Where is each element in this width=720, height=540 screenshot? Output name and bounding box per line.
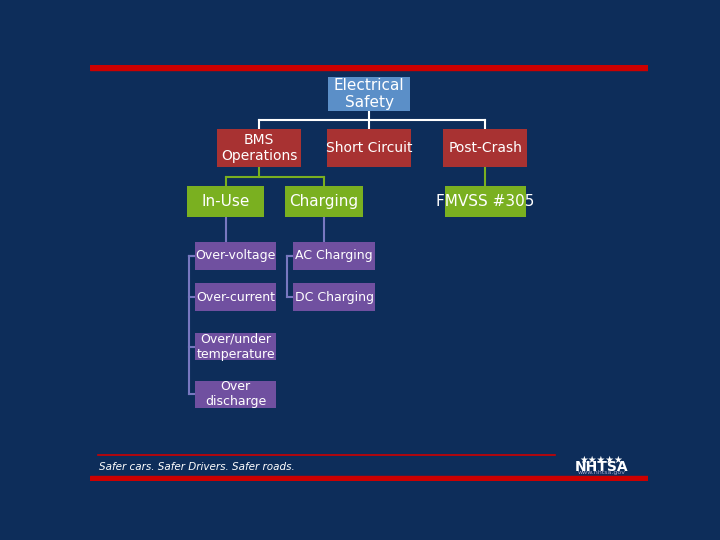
FancyBboxPatch shape	[195, 242, 276, 269]
FancyBboxPatch shape	[217, 129, 301, 167]
Text: Over-voltage: Over-voltage	[196, 249, 276, 262]
Text: FMVSS #305: FMVSS #305	[436, 194, 534, 210]
Text: DC Charging: DC Charging	[294, 291, 374, 304]
Text: www.nhtsa.gov: www.nhtsa.gov	[577, 470, 626, 475]
FancyBboxPatch shape	[195, 284, 276, 311]
FancyBboxPatch shape	[444, 186, 526, 217]
FancyBboxPatch shape	[294, 242, 375, 269]
FancyBboxPatch shape	[328, 77, 410, 111]
Bar	[90, 65, 648, 70]
Text: Over
discharge: Over discharge	[205, 380, 266, 408]
Text: BMS
Operations: BMS Operations	[221, 133, 297, 163]
Text: NHTSA: NHTSA	[575, 460, 629, 474]
Text: In-Use: In-Use	[202, 194, 250, 210]
FancyBboxPatch shape	[195, 381, 276, 408]
Text: AC Charging: AC Charging	[295, 249, 373, 262]
Text: Over/under
temperature: Over/under temperature	[197, 333, 275, 361]
Text: Over-current: Over-current	[196, 291, 275, 304]
FancyBboxPatch shape	[327, 129, 411, 167]
Text: ★★★★★: ★★★★★	[580, 455, 624, 465]
Bar	[90, 476, 648, 481]
Text: Post-Crash: Post-Crash	[449, 141, 522, 155]
FancyBboxPatch shape	[187, 186, 264, 217]
Text: Safer cars. Safer Drivers. Safer roads.: Safer cars. Safer Drivers. Safer roads.	[99, 462, 295, 472]
FancyBboxPatch shape	[195, 333, 276, 361]
FancyBboxPatch shape	[444, 129, 527, 167]
FancyBboxPatch shape	[285, 186, 363, 217]
Text: Short Circuit: Short Circuit	[325, 141, 413, 155]
Text: Charging: Charging	[289, 194, 359, 210]
Bar	[90, 454, 648, 481]
Text: Electrical
Safety: Electrical Safety	[333, 78, 405, 110]
FancyBboxPatch shape	[294, 284, 375, 311]
